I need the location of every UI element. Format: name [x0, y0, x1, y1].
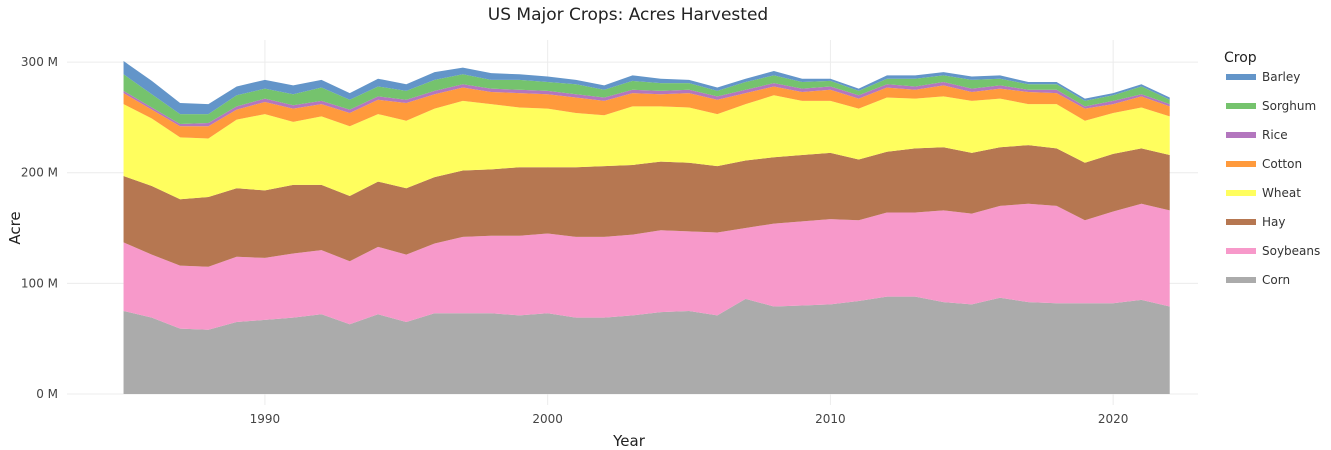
legend-swatch-soybeans — [1226, 248, 1256, 254]
area-sorghum — [123, 74, 1170, 125]
area-wheat — [123, 95, 1170, 200]
x-tick-label: 1990 — [250, 412, 281, 426]
x-tick-label: 2000 — [532, 412, 563, 426]
chart-title: US Major Crops: Acres Harvested — [488, 5, 768, 25]
legend-item-barley[interactable]: Barley — [1262, 70, 1300, 84]
y-tick-label: 200 M — [21, 166, 58, 180]
legend-swatch-barley — [1226, 74, 1256, 80]
area-rice — [123, 82, 1170, 127]
y-axis-ticks: 0 M 100 M 200 M 300 M — [21, 55, 58, 401]
legend-item-sorghum[interactable]: Sorghum — [1262, 99, 1316, 113]
legend-swatch-hay — [1226, 219, 1256, 225]
legend-swatch-wheat — [1226, 190, 1256, 196]
legend-title: Crop — [1224, 50, 1257, 66]
legend-swatch-rice — [1226, 132, 1256, 138]
legend: Crop Barley Sorghum Rice Cotton Wheat Hay Soyb… — [1224, 50, 1320, 287]
area-barley — [123, 61, 1170, 115]
area-cotton — [123, 85, 1170, 139]
x-tick-label: 2010 — [815, 412, 846, 426]
legend-swatch-sorghum — [1226, 103, 1256, 109]
x-axis-title: Year — [612, 432, 646, 450]
y-tick-label: 300 M — [21, 55, 58, 69]
legend-item-corn[interactable]: Corn — [1262, 273, 1290, 287]
legend-item-cotton[interactable]: Cotton — [1262, 157, 1302, 171]
legend-item-rice[interactable]: Rice — [1262, 128, 1288, 142]
x-axis-ticks: 1990 2000 2010 2020 — [250, 412, 1129, 426]
legend-item-hay[interactable]: Hay — [1262, 215, 1285, 229]
y-axis-title: Acre — [6, 211, 24, 244]
stacked-areas — [123, 61, 1170, 394]
area-corn — [123, 296, 1170, 394]
y-tick-label: 100 M — [21, 276, 58, 290]
legend-item-wheat[interactable]: Wheat — [1262, 186, 1301, 200]
x-tick-label: 2020 — [1098, 412, 1129, 426]
area-hay — [123, 145, 1170, 267]
area-soybeans — [123, 203, 1170, 330]
legend-swatch-cotton — [1226, 161, 1256, 167]
legend-item-soybeans[interactable]: Soybeans — [1262, 244, 1320, 258]
y-tick-label: 0 M — [36, 387, 58, 401]
legend-swatch-corn — [1226, 277, 1256, 283]
